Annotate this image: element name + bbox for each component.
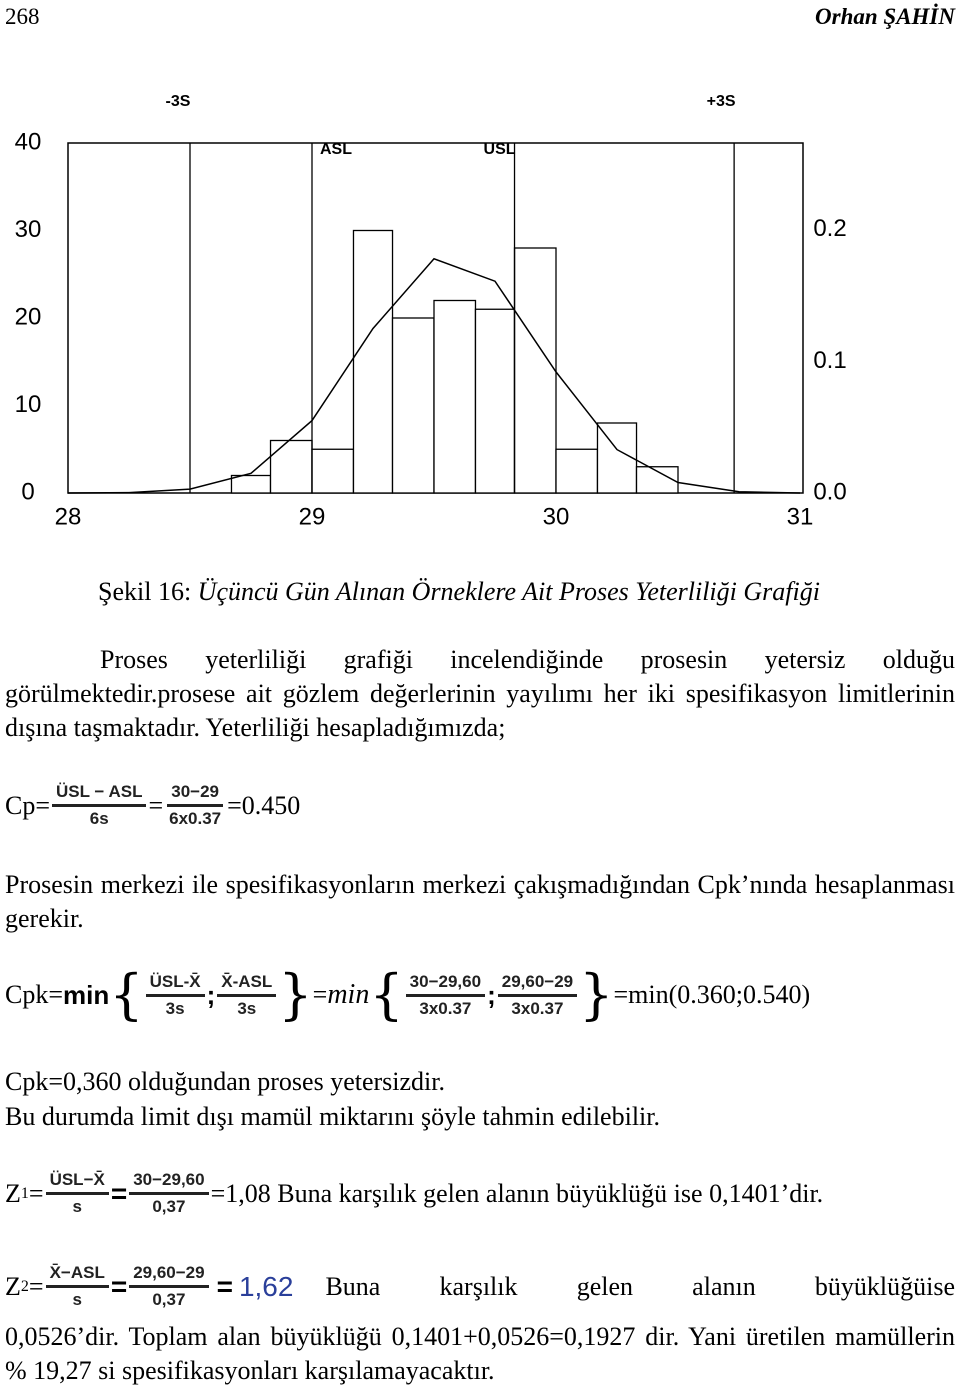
fraction: 29,60−29 3x0.37	[497, 972, 578, 1019]
min: min	[63, 979, 110, 1010]
fraction: ÜSL-X̄ 3s	[145, 972, 205, 1019]
denominator: s	[72, 1290, 82, 1309]
cp-label: Cp=	[5, 790, 51, 820]
denominator: 3x0.37	[419, 998, 472, 1018]
cpk-label: Cpk=	[5, 980, 64, 1009]
histogram-bar	[513, 247, 557, 494]
denominator: 6s	[89, 809, 109, 828]
numerator: ÜSL − ASL	[52, 782, 147, 807]
numerator: 30−29,60	[129, 1170, 209, 1195]
denominator: 0,37	[152, 1290, 186, 1309]
histogram-bar	[311, 448, 355, 494]
histogram-bar	[555, 448, 599, 494]
caption: Şekil 16: Üçüncü Gün Alınan Örneklere Ai…	[98, 575, 820, 609]
value: 1,62	[238, 1270, 294, 1302]
conclusion-line: Cpk=0,360 olduğundan proses yetersizdir.	[5, 1067, 445, 1096]
brace: {	[109, 963, 144, 1026]
fraction: X̄−ASL s	[45, 1263, 109, 1310]
chart: 28 29 30 31 0 10 20 30 40 0.0 0.1 0.2 -3S ASL USL +3S	[15, 93, 847, 530]
reference-label: +3S	[707, 93, 736, 110]
result: =1,08 Buna karşılık gelen alanın büyüklü…	[210, 1178, 824, 1208]
brace: }	[278, 963, 313, 1026]
reference-label: ASL	[320, 141, 352, 158]
paragraph: Prosesin merkezi ile spesifikasyonların …	[5, 870, 955, 933]
denominator: 0,37	[152, 1197, 186, 1216]
fraction: 30−29,60 0,37	[129, 1170, 209, 1217]
equals: =	[28, 1271, 44, 1301]
x-tick-label: 30	[543, 503, 570, 530]
page-number: 268	[5, 4, 40, 29]
y2-tick-label: 0.1	[813, 347, 846, 374]
fraction: 30−29 6x0.37	[165, 782, 225, 829]
numerator: 29,60−29	[497, 972, 578, 997]
y-tick-label: 30	[15, 216, 42, 243]
y-tick-label: 0	[21, 478, 34, 505]
subscript: 1	[20, 1184, 29, 1202]
x-tick-label: 29	[299, 503, 326, 530]
equals: =	[110, 1270, 128, 1302]
fraction: ÜSL−X̄ s	[45, 1170, 109, 1217]
z-label: Z	[5, 1271, 21, 1301]
separator: ;	[487, 979, 496, 1010]
y2-tick-label: 0.0	[813, 478, 846, 505]
brace: }	[579, 963, 614, 1026]
denominator: 6x0.37	[169, 809, 222, 828]
histogram-bar	[269, 439, 313, 494]
caption-text: Üçüncü Gün Alınan Örneklere Ait Proses Y…	[197, 577, 820, 606]
equals: =	[216, 1270, 233, 1302]
denominator: s	[72, 1197, 82, 1216]
histogram-bar	[352, 229, 394, 494]
denominator: 3x0.37	[511, 998, 564, 1018]
fraction: 29,60−29 0,37	[129, 1263, 209, 1310]
author: Orhan ŞAHİN	[815, 4, 955, 29]
histogram-bar	[230, 474, 272, 494]
numerator: X̄-ASL	[217, 972, 277, 997]
denominator: 3s	[165, 998, 185, 1018]
numerator: ÜSL-X̄	[145, 972, 205, 997]
z2-text: Buna karşılık gelen alanın büyüklüğüise	[325, 1271, 955, 1301]
numerator: X̄−ASL	[45, 1263, 109, 1288]
paragraph: Proses yeterliliği grafiği incelendiğind…	[5, 645, 955, 742]
y-tick-label: 20	[15, 303, 42, 330]
numerator: 29,60−29	[129, 1263, 209, 1288]
result: =0.450	[227, 790, 301, 820]
min: min	[327, 979, 370, 1010]
normal-curve	[67, 257, 801, 494]
cp-formula: Cp= ÜSL − ASL 6s = 30−29 6x0.37 =0.450	[5, 782, 300, 829]
z-label: Z	[5, 1178, 21, 1208]
equals: =	[110, 1177, 128, 1209]
histogram-bar	[474, 308, 516, 494]
histogram-bar	[391, 317, 435, 494]
cpk-formula: Cpk= min { ÜSL-X̄ 3s ; X̄-ASL 3s } = min {…	[5, 968, 810, 1022]
numerator: 30−29	[167, 782, 223, 807]
y2-tick-label: 0.2	[813, 215, 846, 242]
reference-label: -3S	[166, 93, 191, 110]
numerator: 30−29,60	[405, 972, 486, 997]
reference-label: USL	[484, 141, 516, 158]
paragraph: 0,0526’dir. Toplam alan büyüklüğü 0,1401…	[5, 1322, 955, 1385]
result: =min(0.360;0.540)	[613, 980, 811, 1009]
y-tick-label: 40	[15, 128, 42, 155]
brace: {	[369, 963, 404, 1026]
histogram-bar	[433, 299, 477, 494]
y-tick-label: 10	[15, 391, 42, 418]
fraction: X̄-ASL 3s	[217, 972, 277, 1019]
x-tick-label: 28	[55, 503, 82, 530]
subscript: 2	[20, 1277, 29, 1295]
conclusion-line: Bu durumda limit dışı mamül miktarını şö…	[5, 1102, 660, 1131]
equals: =	[28, 1178, 44, 1208]
equals: =	[312, 980, 328, 1009]
denominator: 3s	[237, 998, 257, 1018]
fraction: 30−29,60 3x0.37	[405, 972, 486, 1019]
numerator: ÜSL−X̄	[45, 1170, 109, 1195]
caption-label: Şekil 16:	[98, 577, 192, 606]
x-tick-label: 31	[787, 503, 814, 530]
separator: ;	[206, 979, 216, 1010]
equals: =	[148, 790, 164, 820]
histogram-bar	[596, 422, 638, 494]
fraction: ÜSL − ASL 6s	[52, 782, 147, 829]
